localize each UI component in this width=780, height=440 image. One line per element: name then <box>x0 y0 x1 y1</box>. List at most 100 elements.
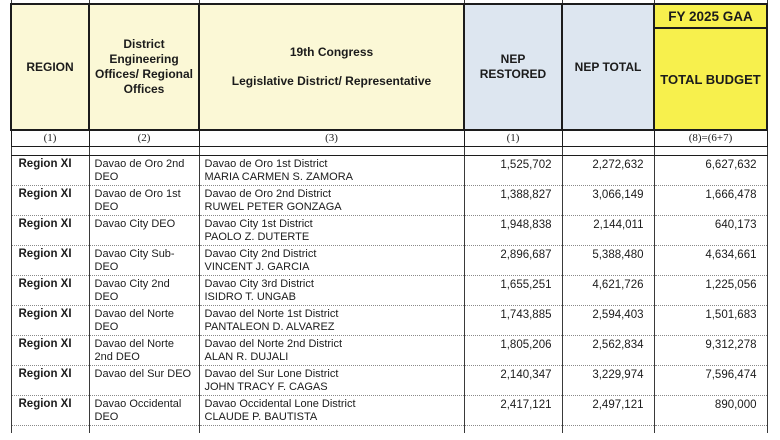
deo-cell: Davao del Sur DEO <box>88 365 200 396</box>
header-total-budget: TOTAL BUDGET <box>653 27 768 131</box>
district-rep-cell: Davao Occidental Lone District CLAUDE P.… <box>198 395 465 426</box>
deo-cell: Davao Occidental DEO <box>88 395 200 426</box>
nep-restored-cell: 2,896,687 <box>463 245 563 276</box>
district-rep-cell: Davao del Norte 2nd District ALAN R. DUJ… <box>198 335 465 366</box>
colnum-4: (1) <box>463 129 563 147</box>
nep-restored-cell: 1,743,885 <box>463 305 563 336</box>
district-name: Davao de Oro 2nd District <box>204 187 332 200</box>
header-congress-line1: 19th Congress <box>289 45 374 59</box>
region-cell: Region XI <box>10 305 90 336</box>
nep-total-cell: 2,497,121 <box>561 395 655 426</box>
header-congress-line2: Legislative District/ Representative <box>231 74 432 88</box>
deo-cell: Davao del Norte DEO <box>88 305 200 336</box>
spacer-row <box>10 146 768 156</box>
region-cell: Region XI <box>10 275 90 306</box>
table-row: Region XI Davao City 2nd DEO Davao City … <box>10 275 768 306</box>
representative-name: VINCENT J. GARCIA <box>204 260 310 273</box>
representative-name: CLAUDE P. BAUTISTA <box>204 410 318 423</box>
colnum-1: (1) <box>10 129 90 147</box>
district-name: Davao City 1st District <box>204 217 313 230</box>
district-rep-cell: Davao del Norte 1st District PANTALEON D… <box>198 305 465 336</box>
region-cell: Region XI <box>10 185 90 216</box>
total-budget-cell: 1,666,478 <box>653 185 768 216</box>
nep-restored-cell: 1,655,251 <box>463 275 563 306</box>
nep-total-cell: 5,388,480 <box>561 245 655 276</box>
district-rep-cell: Davao City 3rd District ISIDRO T. UNGAB <box>198 275 465 306</box>
representative-name: PAOLO Z. DUTERTE <box>204 230 310 243</box>
region-cell: Region XI <box>10 155 90 186</box>
nep-restored-cell: 1,948,838 <box>463 215 563 246</box>
representative-name: ALAN R. DUJALI <box>204 350 289 363</box>
region-cell: Region XI <box>10 365 90 396</box>
district-rep-cell: Davao de Oro 2nd District RUWEL PETER GO… <box>198 185 465 216</box>
representative-name: ISIDRO T. UNGAB <box>204 290 296 303</box>
district-name: Davao del Norte 1st District <box>204 307 339 320</box>
representative-name: RUWEL PETER GONZAGA <box>204 200 342 213</box>
budget-table: REGION District Engineering Offices/ Reg… <box>10 0 768 433</box>
colnum-2: (2) <box>88 129 200 147</box>
column-number-row: (1) (2) (3) (1) (8)=(6+7) <box>10 129 768 147</box>
total-budget-cell: 1,501,683 <box>653 305 768 336</box>
nep-total-cell: 2,272,632 <box>561 155 655 186</box>
district-name: Davao del Norte 2nd District <box>204 337 343 350</box>
table-body: Region XI Davao de Oro 2nd DEO Davao de … <box>10 155 768 426</box>
total-budget-cell: 6,627,632 <box>653 155 768 186</box>
district-rep-cell: Davao City 2nd District VINCENT J. GARCI… <box>198 245 465 276</box>
nep-restored-cell: 1,805,206 <box>463 335 563 366</box>
header-deo: District Engineering Offices/ Regional O… <box>88 3 200 131</box>
district-name: Davao del Sur Lone District <box>204 367 339 380</box>
nep-total-cell: 3,229,974 <box>561 365 655 396</box>
district-name: Davao City 3rd District <box>204 277 314 290</box>
district-rep-cell: Davao de Oro 1st District MARIA CARMEN S… <box>198 155 465 186</box>
table-row: Region XI Davao del Norte 2nd DEO Davao … <box>10 335 768 366</box>
colnum-5 <box>561 129 655 147</box>
table-row: Region XI Davao de Oro 1st DEO Davao de … <box>10 185 768 216</box>
header-fy-2025-gaa: FY 2025 GAA <box>653 3 768 29</box>
nep-restored-cell: 1,388,827 <box>463 185 563 216</box>
deo-cell: Davao City 2nd DEO <box>88 275 200 306</box>
table-row: Region XI Davao City DEO Davao City 1st … <box>10 215 768 246</box>
representative-name: MARIA CARMEN S. ZAMORA <box>204 170 354 183</box>
cutoff-row-top <box>10 0 768 5</box>
table-row: Region XI Davao de Oro 2nd DEO Davao de … <box>10 155 768 186</box>
nep-total-cell: 2,144,011 <box>561 215 655 246</box>
table-row: Region XI Davao del Sur DEO Davao del Su… <box>10 365 768 396</box>
total-budget-cell: 7,596,474 <box>653 365 768 396</box>
header-nep-total: NEP TOTAL <box>561 3 655 131</box>
table-row: Region XI Davao Occidental DEO Davao Occ… <box>10 395 768 426</box>
nep-total-cell: 2,562,834 <box>561 335 655 366</box>
total-budget-cell: 890,000 <box>653 395 768 426</box>
district-rep-cell: Davao City 1st District PAOLO Z. DUTERTE <box>198 215 465 246</box>
deo-cell: Davao de Oro 1st DEO <box>88 185 200 216</box>
colnum-3: (3) <box>198 129 465 147</box>
cutoff-row-bottom <box>10 425 768 433</box>
region-cell: Region XI <box>10 335 90 366</box>
deo-cell: Davao del Norte 2nd DEO <box>88 335 200 366</box>
header-congress: 19th Congress Legislative District/ Repr… <box>198 3 465 131</box>
table-row: Region XI Davao City Sub-DEO Davao City … <box>10 245 768 276</box>
region-cell: Region XI <box>10 245 90 276</box>
district-rep-cell: Davao del Sur Lone District JOHN TRACY F… <box>198 365 465 396</box>
deo-cell: Davao de Oro 2nd DEO <box>88 155 200 186</box>
representative-name: JOHN TRACY F. CAGAS <box>204 380 328 393</box>
district-name: Davao City 2nd District <box>204 247 317 260</box>
header-nep-restored: NEP RESTORED <box>463 3 563 131</box>
header-region: REGION <box>10 3 90 131</box>
total-budget-cell: 9,312,278 <box>653 335 768 366</box>
table-row: Region XI Davao del Norte DEO Davao del … <box>10 305 768 336</box>
deo-cell: Davao City Sub-DEO <box>88 245 200 276</box>
nep-restored-cell: 2,140,347 <box>463 365 563 396</box>
nep-restored-cell: 1,525,702 <box>463 155 563 186</box>
nep-total-cell: 3,066,149 <box>561 185 655 216</box>
total-budget-cell: 640,173 <box>653 215 768 246</box>
district-name: Davao de Oro 1st District <box>204 157 328 170</box>
nep-restored-cell: 2,417,121 <box>463 395 563 426</box>
region-cell: Region XI <box>10 395 90 426</box>
district-name: Davao Occidental Lone District <box>204 397 356 410</box>
total-budget-cell: 1,225,056 <box>653 275 768 306</box>
total-budget-cell: 4,634,661 <box>653 245 768 276</box>
nep-total-cell: 4,621,726 <box>561 275 655 306</box>
nep-total-cell: 2,594,403 <box>561 305 655 336</box>
region-cell: Region XI <box>10 215 90 246</box>
